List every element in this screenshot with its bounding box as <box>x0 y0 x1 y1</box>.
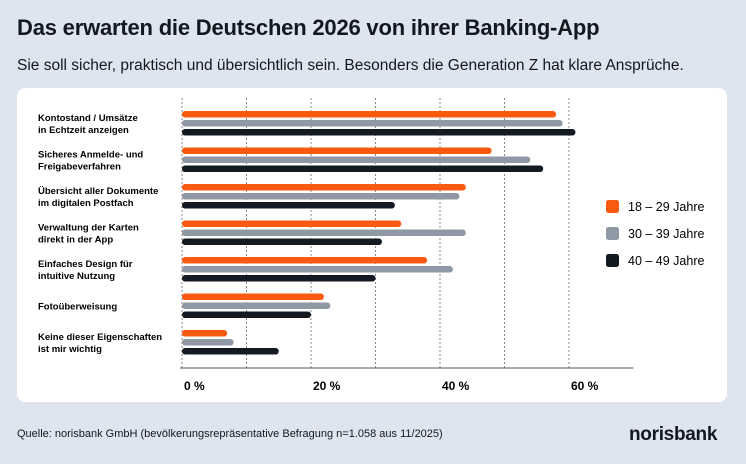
x-tick-label: 40 % <box>442 379 470 393</box>
bar-2 <box>182 266 453 273</box>
category-label: direkt in der App <box>38 234 113 245</box>
category-label: Sicheres Anmelde- und <box>38 149 143 160</box>
legend-label: 30 – 39 Jahre <box>628 227 704 241</box>
category-label: Fotoüberweisung <box>38 301 117 312</box>
category-label: im digitalen Postfach <box>38 198 134 209</box>
chart-subtitle: Sie soll sicher, praktisch und übersicht… <box>17 57 684 74</box>
chart-title: Das erwarten die Deutschen 2026 von ihre… <box>17 15 600 40</box>
bar-3 <box>182 348 279 355</box>
bar-3 <box>182 238 382 245</box>
legend-label: 40 – 49 Jahre <box>628 254 704 268</box>
legend-label: 18 – 29 Jahre <box>628 200 704 214</box>
x-tick-label: 0 % <box>184 379 205 393</box>
source-note: Quelle: norisbank GmbH (bevölkerungsrepr… <box>17 428 443 440</box>
bar-2 <box>182 156 531 163</box>
legend-swatch-3 <box>606 254 619 267</box>
bar-3 <box>182 275 376 282</box>
x-tick-label: 20 % <box>313 379 341 393</box>
bar-1 <box>182 184 466 191</box>
category-label: Übersicht aller Dokumente <box>38 186 158 197</box>
chart-card: 0 % 20 % 40 % 60 % Kontostand / Umsätze in Ec… <box>17 88 727 402</box>
bar-3 <box>182 202 395 209</box>
category-label: Verwaltung der Karten <box>38 222 139 233</box>
category-label: intuitive Nutzung <box>38 271 115 282</box>
category-label: Kontostand / Umsätze <box>38 113 138 124</box>
category-label: in Echtzeit anzeigen <box>38 125 129 136</box>
bar-1 <box>182 293 324 300</box>
bar-2 <box>182 302 331 309</box>
norisbank-logo: norisbank <box>629 424 718 445</box>
bar-3 <box>182 311 311 318</box>
category-label: Keine dieser Eigenschaften <box>38 332 162 343</box>
x-tick-label: 60 % <box>571 379 599 393</box>
bar-1 <box>182 330 228 337</box>
category-label: Einfaches Design für <box>38 259 133 270</box>
bar-3 <box>182 129 576 136</box>
bar-2 <box>182 193 460 200</box>
category-label: ist mir wichtig <box>38 344 102 355</box>
bar-1 <box>182 220 402 227</box>
bar-2 <box>182 120 563 127</box>
bar-1 <box>182 147 492 154</box>
bar-1 <box>182 111 557 118</box>
legend-swatch-1 <box>606 200 619 213</box>
legend-swatch-2 <box>606 227 619 240</box>
bar-2 <box>182 339 234 346</box>
category-label: Freigabeverfahren <box>38 161 121 172</box>
bar-1 <box>182 257 428 264</box>
bar-2 <box>182 229 466 236</box>
bar-3 <box>182 165 544 172</box>
